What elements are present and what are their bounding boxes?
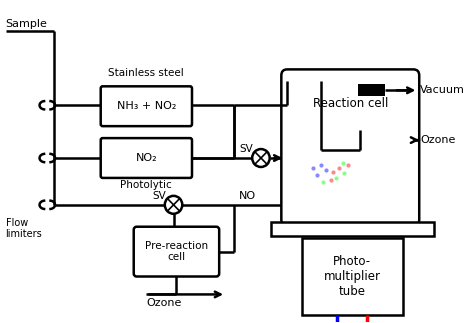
FancyBboxPatch shape xyxy=(100,138,192,178)
Text: Reaction cell: Reaction cell xyxy=(312,97,388,110)
Text: Pre-reaction
cell: Pre-reaction cell xyxy=(145,241,208,262)
Text: Vacuum: Vacuum xyxy=(420,85,465,95)
FancyBboxPatch shape xyxy=(100,86,192,126)
Text: NO₂: NO₂ xyxy=(136,153,157,163)
Bar xyxy=(271,222,434,236)
Bar xyxy=(358,84,385,96)
Bar xyxy=(302,238,403,315)
FancyBboxPatch shape xyxy=(282,69,419,226)
Text: Flow
limiters: Flow limiters xyxy=(6,218,42,239)
Circle shape xyxy=(165,196,182,214)
Text: Ozone: Ozone xyxy=(420,135,456,145)
Text: SV: SV xyxy=(239,144,253,154)
Text: SV: SV xyxy=(152,191,166,201)
Text: Stainless steel: Stainless steel xyxy=(108,68,183,78)
Text: Sample: Sample xyxy=(6,19,47,29)
Text: NH₃ + NO₂: NH₃ + NO₂ xyxy=(117,101,176,111)
Text: NO: NO xyxy=(238,191,256,201)
Circle shape xyxy=(252,149,270,167)
Text: Photo-
multiplier
tube: Photo- multiplier tube xyxy=(324,255,381,298)
Text: Photolytic: Photolytic xyxy=(120,180,172,190)
FancyBboxPatch shape xyxy=(134,227,219,276)
Text: Ozone: Ozone xyxy=(146,298,182,308)
